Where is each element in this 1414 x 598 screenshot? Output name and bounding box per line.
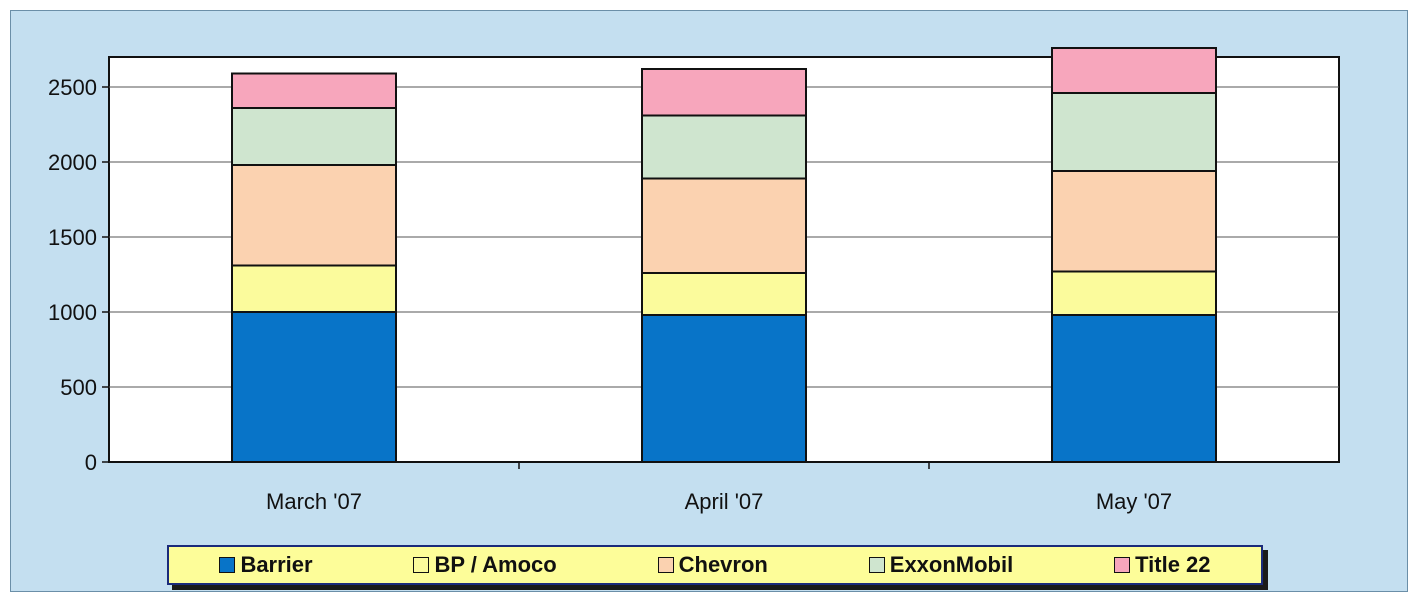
chart-area: 0 500 1000 1500 2000 2500 March '07 April '07 M… (10, 10, 1408, 592)
legend: Barrier BP / Amoco Chevron ExxonMobil Ti… (167, 545, 1263, 585)
legend-swatch-chevron (657, 557, 674, 573)
bar-chevron-may-07 (1051, 170, 1217, 273)
legend-label-exxonmobil: ExxonMobil (889, 552, 1014, 577)
xtick-label-may-07: May '07 (1096, 489, 1172, 514)
x-axis: March '07 April '07 May '07 (266, 462, 1172, 514)
xtick-label-march-07: March '07 (266, 489, 362, 514)
bar-title-22-may-07 (1051, 47, 1217, 94)
legend-item-exxonmobil: ExxonMobil (868, 552, 1014, 578)
legend-swatch-exxonmobil (868, 557, 885, 573)
legend-swatch-bp-amoco (413, 557, 430, 573)
legend-swatch-barrier (219, 557, 236, 573)
legend-label-chevron: Chevron (678, 552, 768, 577)
bar-barrier-april-07 (641, 314, 807, 463)
ytick-label-2000: 2000 (48, 150, 97, 175)
bar-barrier-march-07 (231, 311, 397, 463)
legend-item-barrier: Barrier (219, 552, 313, 578)
ytick-label-1500: 1500 (48, 225, 97, 250)
ytick-label-0: 0 (85, 450, 97, 475)
legend-swatch-title-22 (1114, 557, 1131, 573)
bar-chevron-march-07 (231, 164, 397, 267)
legend-item-chevron: Chevron (657, 552, 768, 578)
bar-title-22-april-07 (641, 68, 807, 117)
ytick-label-1000: 1000 (48, 300, 97, 325)
bar-exxonmobil-may-07 (1051, 92, 1217, 172)
legend-label-bp-amoco: BP / Amoco (434, 552, 557, 577)
legend-label-barrier: Barrier (240, 552, 313, 577)
bar-bp-amoco-april-07 (641, 272, 807, 316)
bar-exxonmobil-april-07 (641, 114, 807, 180)
ytick-label-2500: 2500 (48, 75, 97, 100)
legend-label-title-22: Title 22 (1135, 552, 1211, 577)
legend-item-bp-amoco: BP / Amoco (413, 552, 557, 578)
xtick-label-april-07: April '07 (685, 489, 764, 514)
y-axis: 0 500 1000 1500 2000 2500 (48, 75, 109, 475)
bar-exxonmobil-march-07 (231, 107, 397, 166)
ytick-label-500: 500 (60, 375, 97, 400)
bar-barrier-may-07 (1051, 314, 1217, 463)
legend-item-title-22: Title 22 (1114, 552, 1211, 578)
bar-chevron-april-07 (641, 177, 807, 274)
bar-bp-amoco-may-07 (1051, 270, 1217, 316)
bars (231, 47, 1217, 463)
bar-bp-amoco-march-07 (231, 264, 397, 313)
bar-title-22-march-07 (231, 72, 397, 109)
